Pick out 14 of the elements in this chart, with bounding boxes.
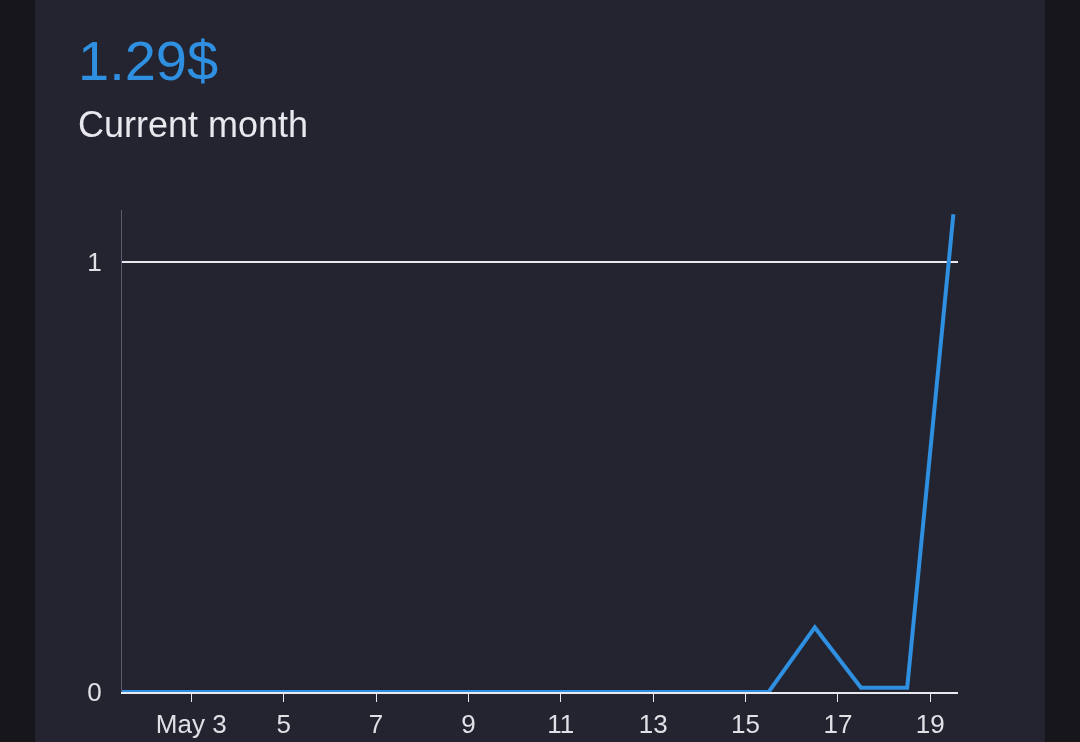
y-tick-label: 1: [87, 246, 102, 277]
x-tick-label: 17: [823, 709, 853, 740]
x-tick-label: 11: [547, 709, 575, 740]
x-tick-label: 13: [638, 709, 668, 740]
x-tick-label: 19: [915, 709, 945, 740]
chart-subtitle: Current month: [78, 104, 309, 146]
line-series: [122, 212, 956, 692]
x-tick-label: 5: [276, 709, 291, 740]
y-tick-label: 0: [87, 677, 102, 708]
x-tick-label: 9: [461, 709, 476, 740]
x-tick-label: 15: [731, 709, 760, 740]
chart-title: 1.29$: [78, 28, 219, 93]
x-tick-label: 7: [368, 709, 384, 740]
x-tick-label: May 3: [155, 709, 227, 740]
